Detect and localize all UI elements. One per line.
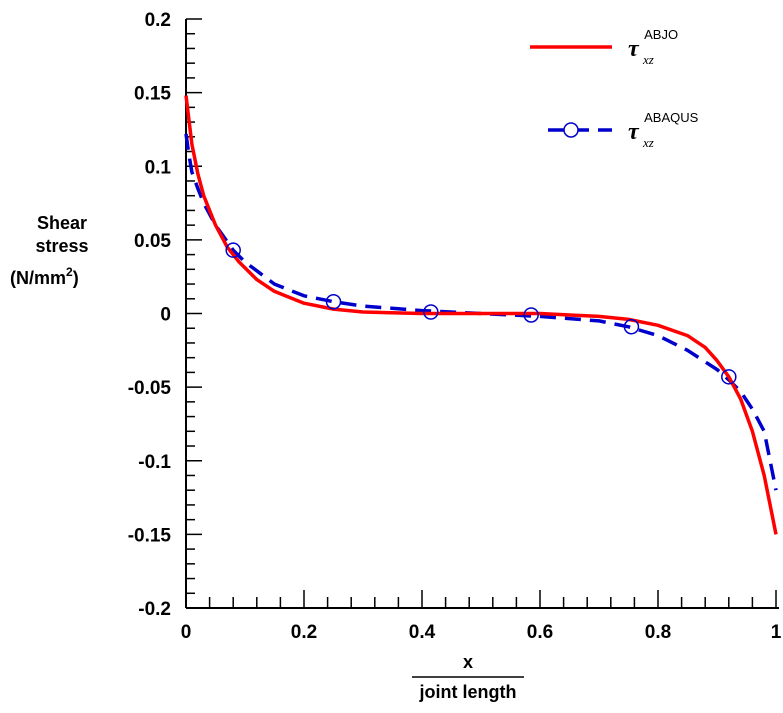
y-axis-title-line1: Shear bbox=[37, 213, 87, 233]
series-layer bbox=[184, 95, 778, 535]
y-tick-label: 0.15 bbox=[134, 84, 171, 105]
legend-abaqus-sub: xz bbox=[642, 135, 654, 150]
x-axis-title-denominator: joint length bbox=[419, 682, 517, 702]
x-tick-label: 0.2 bbox=[291, 622, 317, 643]
y-axis-unit-text: (N/mm bbox=[10, 268, 66, 288]
x-axis-title-numerator: x bbox=[463, 652, 473, 672]
x-tick-label: 0 bbox=[181, 622, 192, 643]
series-marker-abaqus bbox=[225, 242, 241, 258]
x-tick-label: 0.8 bbox=[645, 622, 671, 643]
y-tick-label: -0.05 bbox=[128, 378, 172, 399]
x-tick-label: 1 bbox=[771, 622, 782, 643]
y-tick-label: -0.1 bbox=[138, 452, 171, 473]
series-marker-abaqus bbox=[423, 304, 439, 320]
legend: τ ABJO xz τ ABAQUS xz bbox=[530, 27, 699, 150]
legend-abjo-symbol: τ bbox=[628, 36, 640, 62]
legend-abjo-sup: ABJO bbox=[644, 27, 678, 42]
legend-label-abaqus: τ ABAQUS bbox=[628, 110, 699, 145]
legend-abaqus-symbol: τ bbox=[628, 119, 640, 145]
y-tick-label: 0.05 bbox=[134, 231, 171, 252]
legend-entry-abjo: τ ABJO xz bbox=[530, 27, 678, 67]
legend-entry-abaqus: τ ABAQUS xz bbox=[548, 110, 699, 150]
y-axis-unit-exponent: 2 bbox=[66, 265, 73, 279]
series-marker-abaqus bbox=[623, 319, 640, 335]
y-axis-title-line3: (N/mm2) bbox=[10, 265, 79, 288]
y-tick-label: 0.2 bbox=[145, 10, 171, 31]
y-tick-label: -0.15 bbox=[128, 525, 172, 546]
legend-marker-abaqus bbox=[563, 122, 579, 138]
series-marker-abaqus bbox=[721, 369, 737, 385]
y-tick-label: 0 bbox=[160, 305, 171, 326]
x-tick-label: 0.6 bbox=[527, 622, 553, 643]
series-marker-abaqus bbox=[325, 293, 342, 310]
legend-label-abjo: τ ABJO bbox=[628, 27, 678, 62]
y-axis-unit-close: ) bbox=[73, 268, 79, 288]
tick-labels: 0.2 0.15 0.1 0.05 0 -0.05 -0.1 -0.15 -0.2 0 0.2 0.4… bbox=[128, 10, 782, 643]
y-axis-title: Shear stress (N/mm2) bbox=[10, 213, 89, 288]
legend-abaqus-sup: ABAQUS bbox=[644, 110, 699, 125]
y-axis-title-line2: stress bbox=[35, 236, 88, 256]
y-tick-label: -0.2 bbox=[138, 599, 171, 620]
series-marker-abaqus bbox=[523, 307, 539, 323]
x-axis-title: x joint length bbox=[412, 652, 524, 702]
y-tick-label: 0.1 bbox=[145, 157, 172, 178]
x-tick-label: 0.4 bbox=[409, 622, 436, 643]
axis-ticks bbox=[185, 18, 777, 609]
legend-abjo-sub: xz bbox=[642, 52, 654, 67]
series-line-abjo bbox=[184, 95, 778, 535]
